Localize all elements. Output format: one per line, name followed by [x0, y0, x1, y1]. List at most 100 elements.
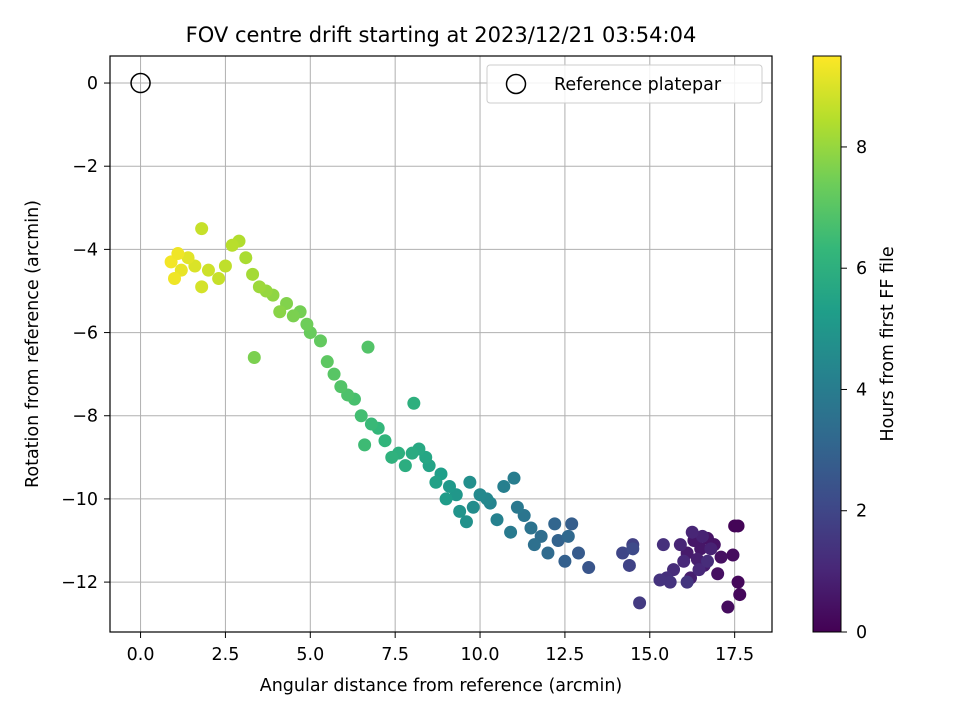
data-point	[453, 504, 467, 518]
data-point	[405, 446, 419, 460]
reference-platepar-marker	[130, 72, 151, 94]
data-point	[685, 525, 699, 539]
data-point	[527, 538, 541, 552]
colorbar-tick-label: 0	[856, 623, 867, 643]
data-point	[616, 546, 630, 560]
data-point	[626, 542, 640, 556]
data-point	[358, 438, 372, 452]
data-points	[164, 222, 747, 614]
data-point	[195, 280, 209, 294]
data-point	[429, 475, 443, 489]
data-point	[692, 563, 706, 577]
data-point	[378, 434, 392, 448]
data-point	[286, 309, 300, 323]
data-point	[731, 575, 745, 589]
data-point	[354, 409, 368, 423]
colorbar: 0 2 4 6 8 Hours from first FF file	[812, 55, 898, 643]
legend-box	[486, 64, 763, 104]
colorbar-ticks: 0 2 4 6 8	[841, 138, 867, 643]
data-point	[407, 396, 421, 410]
data-point	[442, 479, 456, 493]
data-point	[181, 251, 195, 265]
data-point	[582, 561, 596, 575]
x-axis-label: Angular distance from reference (arcmin)	[260, 676, 623, 696]
data-point	[273, 305, 287, 319]
colorbar-tick-label: 4	[856, 380, 867, 400]
legend: Reference platepar	[486, 64, 763, 104]
data-point	[247, 351, 261, 365]
data-point	[714, 550, 728, 564]
y-tick-label: −4	[72, 240, 98, 260]
colorbar-label: Hours from first FF file	[878, 246, 898, 441]
data-point	[677, 554, 691, 568]
data-point	[218, 259, 232, 273]
data-point	[733, 588, 747, 602]
y-tick-label: −6	[72, 324, 98, 344]
data-point	[656, 538, 670, 552]
data-point	[327, 367, 341, 381]
data-point	[334, 380, 348, 394]
data-point	[673, 538, 687, 552]
data-point	[300, 317, 314, 331]
data-point	[551, 534, 565, 548]
y-tick-label: −2	[72, 157, 98, 177]
data-point	[731, 519, 745, 533]
grid	[110, 56, 772, 632]
x-tick-label: 2.5	[212, 645, 240, 665]
data-point	[168, 271, 182, 285]
x-tick-label: 12.5	[545, 645, 584, 665]
data-point	[212, 271, 226, 285]
x-axis-ticks: 0.0 2.5 5.0 7.5 10.0 12.5 15.0 17.5	[127, 632, 754, 665]
data-point	[633, 596, 647, 610]
data-point	[320, 355, 334, 369]
legend-label: Reference platepar	[554, 75, 722, 95]
x-tick-label: 5.0	[296, 645, 324, 665]
data-point	[680, 575, 694, 589]
data-point	[201, 263, 215, 277]
data-point	[695, 529, 709, 543]
data-point	[711, 567, 725, 581]
y-axis-label: Rotation from reference (arcmin)	[23, 200, 43, 488]
data-point	[497, 479, 511, 493]
data-point	[524, 521, 538, 535]
data-point	[558, 554, 572, 568]
data-point	[653, 573, 667, 587]
data-point	[690, 552, 704, 566]
data-point	[439, 492, 453, 506]
data-point	[510, 500, 524, 514]
data-point	[622, 558, 636, 572]
data-point	[571, 546, 585, 560]
data-point	[459, 515, 473, 529]
data-point	[504, 525, 518, 539]
data-point	[704, 542, 718, 556]
x-tick-label: 7.5	[381, 645, 409, 665]
data-point	[466, 500, 480, 514]
data-point	[239, 251, 253, 265]
data-point	[490, 513, 504, 527]
legend-marker-open-circle	[505, 73, 527, 95]
y-tick-label: −10	[61, 490, 98, 510]
data-point	[364, 417, 378, 431]
y-axis-ticks: 0 −2 −4 −6 −8 −10 −12	[61, 74, 110, 593]
data-point	[313, 334, 327, 348]
y-tick-label: −8	[72, 407, 98, 427]
data-point	[565, 517, 579, 531]
data-point	[361, 340, 375, 354]
data-point	[548, 517, 562, 531]
plot-frame	[109, 55, 773, 633]
reference-point	[130, 72, 151, 94]
x-tick-label: 15.0	[630, 645, 669, 665]
x-tick-label: 0.0	[127, 645, 155, 665]
colorbar-frame	[812, 55, 842, 633]
colorbar-tick-label: 2	[856, 502, 867, 522]
y-tick-label: −12	[61, 573, 98, 593]
data-point	[225, 238, 239, 252]
data-point	[721, 600, 735, 614]
data-point	[246, 267, 260, 281]
data-point	[171, 247, 185, 261]
data-point	[385, 450, 399, 464]
x-tick-label: 10.0	[461, 645, 500, 665]
data-point	[700, 554, 714, 568]
data-point	[252, 280, 266, 294]
